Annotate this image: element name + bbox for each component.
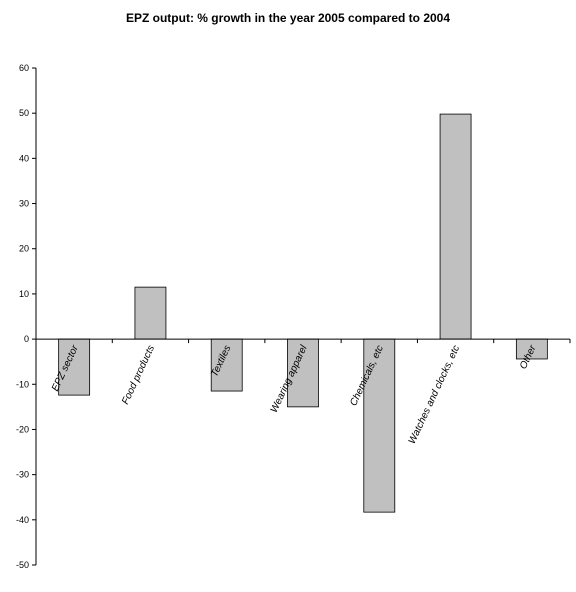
y-tick-label: -50 [16,560,29,570]
bar [287,338,319,408]
chart-title: EPZ output: % growth in the year 2005 co… [126,11,450,25]
bar [439,113,472,340]
x-tick-label: Food products [120,344,157,407]
y-tick-label: 20 [19,244,29,254]
y-tick-label: 60 [19,63,29,73]
y-tick-label: -10 [16,379,29,389]
y-tick-label: -30 [16,470,29,480]
bar [58,338,91,396]
bar [210,338,243,392]
y-tick-label: 10 [19,289,29,299]
y-tick-label: 40 [19,153,29,163]
y-tick-label: -20 [16,424,29,434]
y-tick-label: 50 [19,108,29,118]
y-tick-label: -40 [16,515,29,525]
x-tick-label: Watches and clocks, etc [407,344,462,446]
y-tick-label: 0 [24,334,29,344]
bar [134,286,167,340]
y-tick-label: 30 [19,199,29,209]
bar [363,338,396,513]
